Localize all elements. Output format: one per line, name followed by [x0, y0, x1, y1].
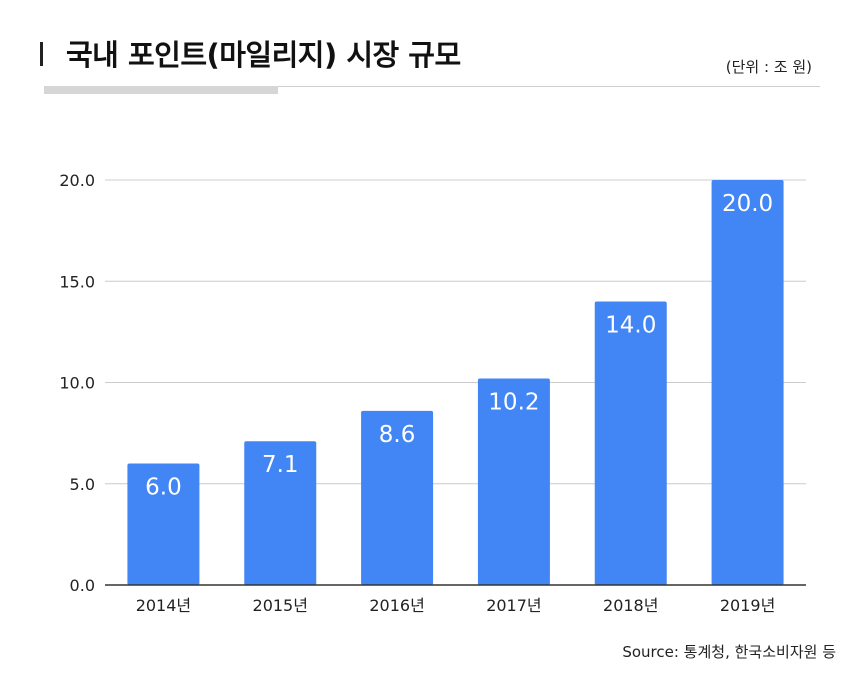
y-tick-label: 15.0 [59, 272, 95, 291]
x-tick-label: 2015년 [253, 596, 308, 615]
data-label: 14.0 [605, 313, 656, 339]
unit-label: (단위 : 조 원) [725, 58, 812, 76]
x-tick-label: 2014년 [136, 596, 191, 615]
x-tick-label: 2018년 [603, 596, 658, 615]
title-divider [44, 86, 820, 87]
y-tick-label: 0.0 [70, 576, 95, 595]
bar [127, 463, 200, 585]
source-note: Source: 통계청, 한국소비자원 등 [622, 643, 836, 661]
value-labels: 6.0 7.1 8.6 10.2 14.0 20.0 [145, 191, 773, 501]
bar [594, 301, 667, 585]
data-label: 7.1 [262, 452, 299, 478]
y-tick-labels: 0.0 5.0 10.0 15.0 20.0 [59, 171, 95, 595]
x-tick-label: 2019년 [720, 596, 775, 615]
data-label: 10.2 [488, 389, 539, 415]
bars [127, 180, 784, 585]
bar [477, 378, 550, 585]
bar [244, 441, 317, 585]
y-tick-label: 20.0 [59, 171, 95, 190]
data-label: 6.0 [145, 475, 182, 501]
data-label: 20.0 [722, 191, 773, 217]
x-tick-labels: 2014년 2015년 2016년 2017년 2018년 2019년 [136, 596, 776, 615]
x-tick-label: 2016년 [369, 596, 424, 615]
x-tick-label: 2017년 [486, 596, 541, 615]
title-divider-accent [44, 86, 278, 94]
y-tick-label: 10.0 [59, 374, 95, 393]
chart-title: 국내 포인트(마일리지) 시장 규모 [66, 38, 461, 72]
title-marker [40, 42, 43, 66]
grid-lines [105, 179, 806, 485]
y-tick-label: 5.0 [70, 475, 95, 494]
bar [711, 180, 784, 585]
bar [361, 410, 434, 585]
data-label: 8.6 [379, 422, 416, 448]
